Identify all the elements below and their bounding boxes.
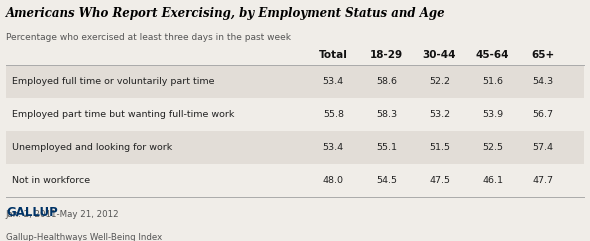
Text: 54.3: 54.3 [532, 77, 553, 86]
Text: 45-64: 45-64 [476, 51, 509, 60]
Text: Total: Total [319, 51, 348, 60]
Text: Percentage who exercised at least three days in the past week: Percentage who exercised at least three … [6, 33, 291, 42]
Text: 47.7: 47.7 [532, 176, 553, 185]
Text: 51.6: 51.6 [482, 77, 503, 86]
FancyBboxPatch shape [6, 131, 584, 164]
Text: 53.4: 53.4 [323, 143, 344, 152]
Text: 58.3: 58.3 [376, 110, 397, 119]
Text: 51.5: 51.5 [429, 143, 450, 152]
Text: 56.7: 56.7 [532, 110, 553, 119]
Text: 52.5: 52.5 [482, 143, 503, 152]
Text: Not in workforce: Not in workforce [12, 176, 90, 185]
Text: 30-44: 30-44 [423, 51, 456, 60]
Text: 54.5: 54.5 [376, 176, 397, 185]
Text: 55.1: 55.1 [376, 143, 397, 152]
Text: Gallup-Healthways Well-Being Index: Gallup-Healthways Well-Being Index [6, 233, 162, 241]
Text: 53.2: 53.2 [429, 110, 450, 119]
Text: Employed part time but wanting full-time work: Employed part time but wanting full-time… [12, 110, 234, 119]
Text: 52.2: 52.2 [429, 77, 450, 86]
Text: 57.4: 57.4 [532, 143, 553, 152]
Text: GALLUP: GALLUP [6, 206, 58, 219]
Text: 47.5: 47.5 [429, 176, 450, 185]
Text: 53.9: 53.9 [482, 110, 503, 119]
Text: 58.6: 58.6 [376, 77, 397, 86]
Text: 55.8: 55.8 [323, 110, 344, 119]
Text: 65+: 65+ [531, 51, 555, 60]
Text: 48.0: 48.0 [323, 176, 344, 185]
Text: Americans Who Report Exercising, by Employment Status and Age: Americans Who Report Exercising, by Empl… [6, 7, 445, 20]
Text: Unemployed and looking for work: Unemployed and looking for work [12, 143, 172, 152]
Text: 18-29: 18-29 [370, 51, 403, 60]
FancyBboxPatch shape [6, 65, 584, 98]
Text: 53.4: 53.4 [323, 77, 344, 86]
Text: Employed full time or voluntarily part time: Employed full time or voluntarily part t… [12, 77, 214, 86]
Text: Jan. 2, 2011-May 21, 2012: Jan. 2, 2011-May 21, 2012 [6, 210, 120, 219]
Text: 46.1: 46.1 [482, 176, 503, 185]
